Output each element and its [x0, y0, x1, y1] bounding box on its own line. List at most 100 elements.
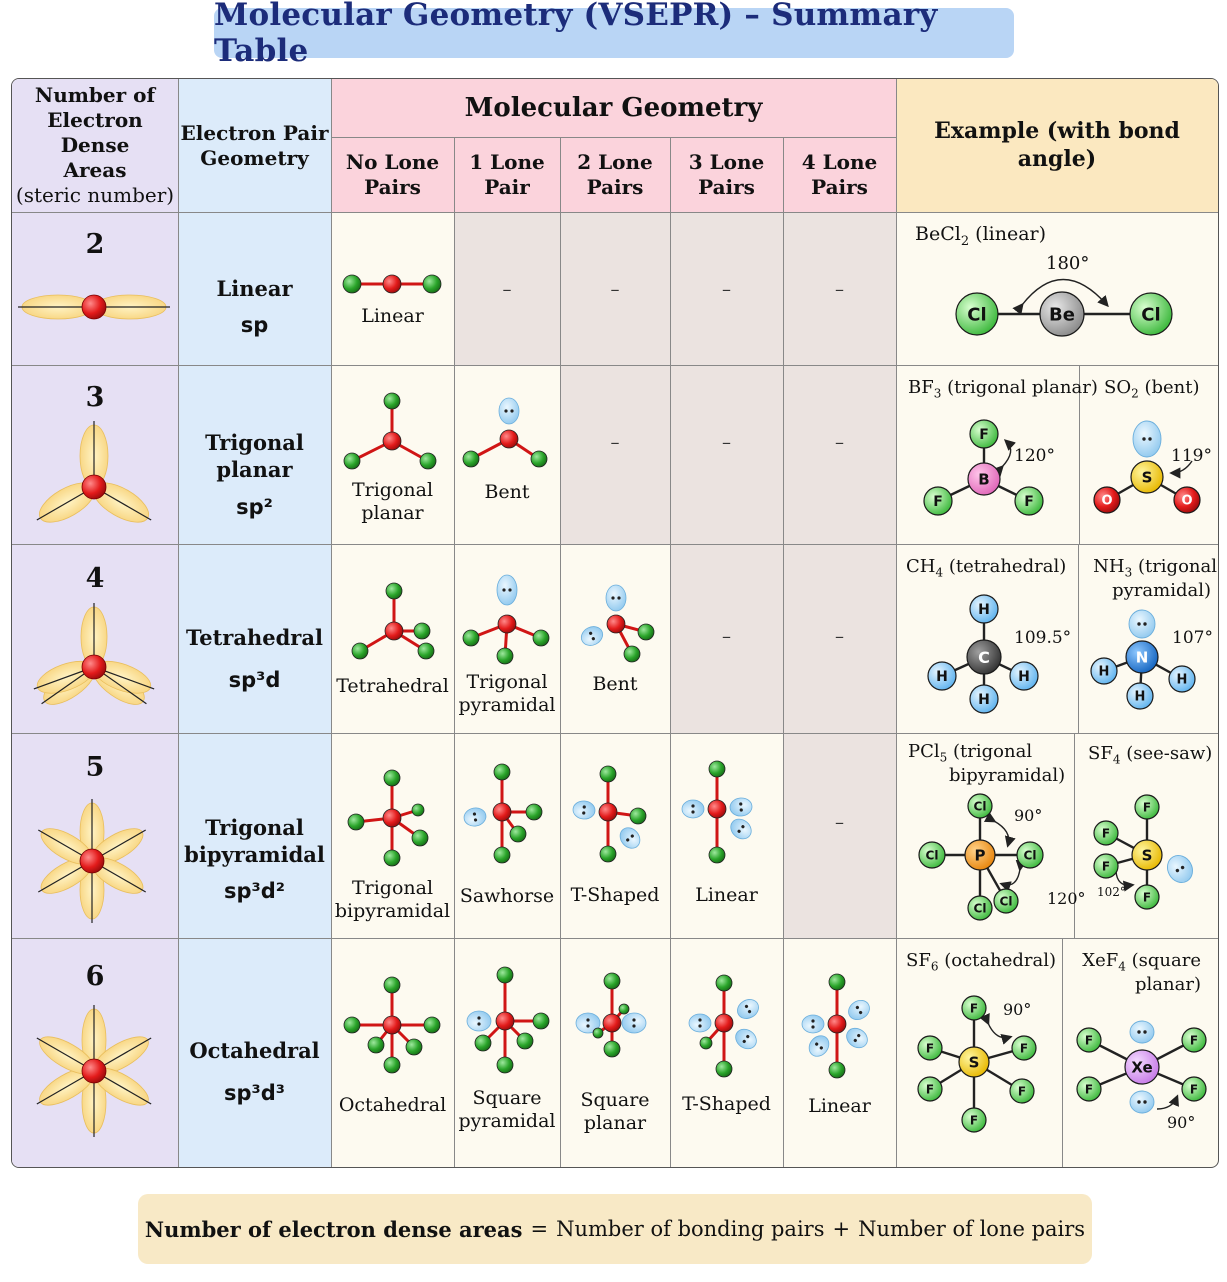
ligand-atom — [525, 803, 543, 821]
fluorine-atom — [961, 1107, 987, 1133]
grid-line — [1074, 733, 1075, 938]
empty-mark: – — [835, 626, 844, 647]
electron-dot — [747, 1009, 752, 1014]
desc: (see-saw) — [1126, 743, 1213, 764]
electron-dot — [698, 1018, 702, 1022]
ligand-atom — [411, 803, 425, 817]
ligand-atom — [623, 645, 641, 663]
electron-dot — [508, 588, 512, 592]
lone-pair — [730, 818, 752, 840]
electron-dot — [589, 631, 593, 635]
central-atom — [606, 614, 626, 634]
electron-dot — [737, 829, 741, 833]
central-atom — [598, 802, 618, 822]
ligand-atom — [496, 647, 514, 665]
electron-dot — [811, 1025, 815, 1029]
oxygen-atom — [1093, 486, 1121, 514]
shape-label: T-Shaped — [682, 1093, 771, 1115]
example-becl2-label: BeCl2 (linear) — [915, 223, 1046, 250]
ligand-atom — [417, 642, 435, 660]
atom-symbol: F — [1102, 859, 1110, 873]
atom-symbol: F — [1143, 890, 1151, 904]
electron-dot — [586, 1024, 590, 1028]
atom-symbol: F — [1085, 1082, 1093, 1096]
xenon-atom — [1124, 1049, 1160, 1085]
ligand-atom — [828, 1061, 846, 1079]
electron-dot — [739, 802, 743, 806]
atom-symbol: H — [1018, 669, 1030, 685]
shape-label: Octahedral — [338, 1094, 447, 1116]
footer-left: Number of electron dense areas — [144, 1216, 523, 1242]
example-ch4-label: CH4 (tetrahedral) — [906, 556, 1066, 580]
electron-dot — [815, 1042, 819, 1046]
atom-symbol: N — [1136, 648, 1149, 666]
ligand-atom — [603, 1040, 621, 1058]
atom-symbol: F — [1085, 1033, 1093, 1047]
shape-label-l2: pyramidal — [458, 694, 556, 717]
central-atom — [492, 802, 512, 822]
angle-arrow — [983, 812, 1016, 848]
angle-arrow — [1012, 279, 1109, 316]
header-epg-line2: Geometry — [200, 145, 309, 170]
atom-symbol: Cl — [974, 901, 987, 915]
grid-line — [331, 79, 332, 1167]
epg-trigonal-planar-l1: Trigonal — [205, 430, 304, 455]
angle-arrow — [1156, 1094, 1179, 1110]
central-atom — [382, 808, 402, 828]
hydrogen-atom — [1090, 657, 1118, 685]
footer-equals: = — [530, 1217, 549, 1241]
nucleus — [81, 474, 107, 500]
central-atom — [602, 1013, 622, 1033]
atom-symbol: H — [1177, 673, 1188, 688]
ligand-atom — [516, 1032, 534, 1050]
empty-mark: – — [835, 432, 844, 453]
lone-pair — [1167, 855, 1193, 883]
electron-dot — [1148, 437, 1152, 441]
formula-sub: 5 — [939, 750, 948, 765]
header-steric-line4: (steric number) — [15, 183, 175, 207]
empty-mark: – — [610, 432, 620, 453]
atom-symbol: C — [978, 648, 990, 667]
central-atom — [714, 1013, 734, 1033]
formula: BF — [908, 377, 934, 398]
electron-dot — [739, 808, 743, 812]
ligand-atom — [496, 1056, 514, 1074]
electron-dot — [504, 409, 508, 413]
chlorine-atom — [955, 292, 999, 336]
ligand-atom — [462, 450, 480, 468]
grid-line — [12, 733, 1218, 734]
header-lone-2: 2 Lone Pairs — [560, 137, 670, 212]
formula-sub: 4 — [1112, 752, 1121, 767]
fluorine-atom — [1093, 820, 1119, 846]
lone-pair-lobe — [729, 797, 753, 817]
electron-dot — [632, 1024, 636, 1028]
fluorine-atom — [1181, 1076, 1207, 1102]
atom-symbol: Cl — [967, 304, 986, 325]
footer-plus: + — [832, 1217, 851, 1241]
fluorine-atom — [1014, 486, 1044, 516]
shape-label-l1: Trigonal — [351, 479, 434, 501]
hydrogen-atom — [927, 661, 957, 691]
electron-dot — [510, 409, 514, 413]
formula: XeF — [1082, 950, 1119, 971]
ligand-atom — [474, 1034, 492, 1052]
formula-sub: 3 — [933, 386, 942, 401]
shape-label: Linear — [808, 1095, 871, 1117]
hyb-sp2: sp² — [236, 495, 273, 519]
steric-number-4: 4 — [85, 563, 105, 594]
lone-pair-lobe — [1129, 1020, 1155, 1044]
atom-symbol: Cl — [1141, 304, 1160, 325]
grid-line — [12, 544, 1218, 545]
ligand-atom — [629, 807, 647, 825]
header-steric-line3: Areas — [63, 158, 127, 182]
header-lone-3-l1: 3 Lone — [688, 149, 765, 174]
electron-dot — [477, 1016, 481, 1020]
ligand-atom — [599, 845, 617, 863]
atom-symbol: Be — [1049, 304, 1075, 325]
fluorine-atom — [1093, 853, 1119, 879]
fluorine-atom — [1076, 1027, 1102, 1053]
lone-pair — [1129, 1090, 1155, 1114]
ligand-atom — [342, 274, 362, 294]
electron-dot — [857, 1033, 861, 1038]
central-atom — [382, 1015, 402, 1035]
